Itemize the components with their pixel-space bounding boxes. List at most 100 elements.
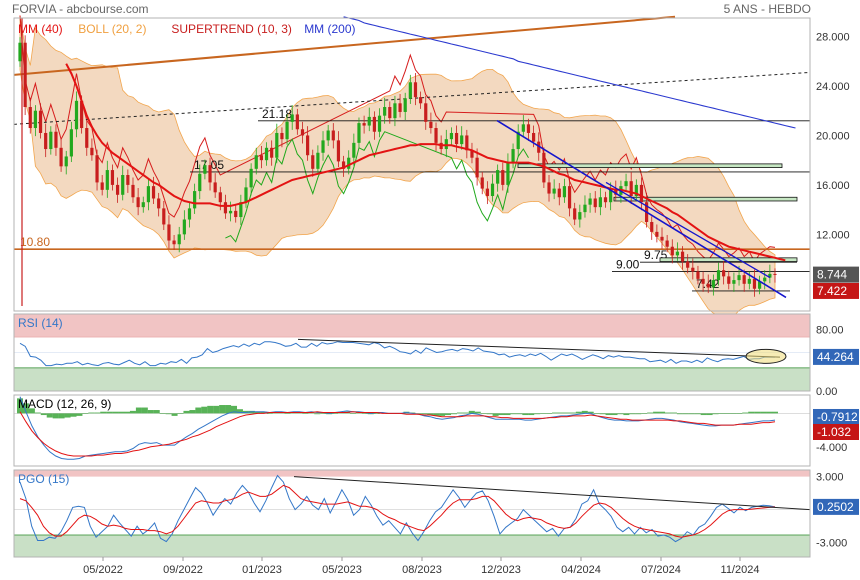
candle-body xyxy=(290,114,294,122)
candle-body xyxy=(208,165,212,183)
support-label: 10.80 xyxy=(20,235,50,249)
macd-histogram-bar xyxy=(254,411,261,414)
candle-body xyxy=(377,115,382,132)
price-panel: 21.1817.059.759.007.4210.8028.00024.0002… xyxy=(13,15,859,317)
candle-body xyxy=(115,184,120,195)
macd-histogram-bar xyxy=(421,413,428,415)
x-tick-label: 01/2023 xyxy=(242,564,282,576)
x-tick-label: 09/2022 xyxy=(163,564,203,576)
legend-entry: MM (200) xyxy=(304,22,355,36)
candle-body xyxy=(280,132,284,140)
candle-body xyxy=(341,161,346,169)
macd-histogram-bar xyxy=(766,411,773,414)
macd-histogram-bar xyxy=(706,413,713,416)
candle-body xyxy=(496,170,500,184)
y-tick-label: 28.000 xyxy=(816,32,850,44)
macd-histogram-bar xyxy=(165,413,172,415)
candle-body xyxy=(367,116,371,126)
resistance-zone xyxy=(613,196,798,202)
candle-body xyxy=(347,157,351,169)
macd-histogram-bar xyxy=(332,413,339,414)
last-close-tag: 8.744 xyxy=(817,268,847,282)
macd-histogram-bar xyxy=(64,413,71,418)
macd-histogram-bar xyxy=(552,412,559,414)
macd-histogram-bar xyxy=(100,411,107,414)
legend-entry: BOLL (20, 2) xyxy=(78,22,146,36)
candle-body xyxy=(74,100,79,130)
macd-histogram-bar xyxy=(112,411,119,414)
macd-frame xyxy=(13,394,811,467)
candle-body xyxy=(768,273,772,278)
candle-body xyxy=(357,123,361,143)
macd-histogram-bar xyxy=(510,413,517,415)
macd-histogram-bar xyxy=(76,413,83,416)
candle-body xyxy=(213,182,217,193)
x-tick-label: 04/2024 xyxy=(561,564,601,576)
candle-body xyxy=(434,128,438,143)
mm40-line xyxy=(65,63,786,262)
macd-histogram-bar xyxy=(70,413,77,417)
candle-body xyxy=(275,132,279,158)
candle-body xyxy=(126,175,130,185)
macd-histogram-bar xyxy=(260,411,267,414)
macd-histogram-bar xyxy=(534,413,541,415)
chart-timeframe: 5 ANS - HEBDO xyxy=(724,2,811,16)
macd-histogram-bar xyxy=(760,411,767,414)
candle-body xyxy=(763,277,767,282)
candle-body xyxy=(752,278,757,289)
macd-histogram-bar xyxy=(236,409,243,414)
candle-body xyxy=(696,271,700,279)
macd-histogram-bar xyxy=(474,411,481,414)
candle-body xyxy=(742,275,746,284)
candle-body xyxy=(737,275,741,281)
macd-histogram-bar xyxy=(450,413,457,415)
macd-histogram-bar xyxy=(34,412,41,414)
macd-line xyxy=(19,396,776,460)
candle-body xyxy=(588,198,592,205)
candle-body xyxy=(85,128,89,148)
candle-body xyxy=(193,191,197,209)
macd-histogram-bar xyxy=(659,411,666,414)
candle-body xyxy=(95,155,99,183)
macd-histogram-bar xyxy=(456,412,463,414)
pgo-trendline xyxy=(293,476,811,511)
rsi-line xyxy=(19,341,775,367)
candle-body xyxy=(516,131,520,150)
candle-body xyxy=(419,97,423,104)
macd-histogram-bar xyxy=(629,413,636,415)
x-tick-label: 12/2023 xyxy=(481,564,521,576)
macd-histogram-bar xyxy=(58,413,65,419)
y-tick-label: 20.000 xyxy=(816,130,850,142)
macd-histogram-bar xyxy=(754,411,761,414)
candle-body xyxy=(131,184,135,198)
macd-histogram-bar xyxy=(623,413,630,416)
macd-histogram-bar xyxy=(676,413,683,415)
descending-trendline-2 xyxy=(605,181,771,279)
candle-body xyxy=(49,131,53,150)
legend-entry: MACD (12, 26, 9) xyxy=(18,397,111,411)
macd-histogram-bar xyxy=(106,411,113,414)
level-label: 9.00 xyxy=(616,257,640,271)
candle-body xyxy=(198,173,202,192)
legend-entry: RSI (14) xyxy=(18,316,63,330)
macd-histogram-bar xyxy=(207,405,214,414)
candle-body xyxy=(177,234,181,245)
macd-signal-line xyxy=(19,411,776,457)
candle-body xyxy=(393,103,397,119)
macd-histogram-bar xyxy=(605,413,612,416)
candle-body xyxy=(69,129,73,157)
macd-histogram-bar xyxy=(415,413,422,414)
macd-histogram-bar xyxy=(314,413,321,415)
supertrend-up-line xyxy=(225,131,529,243)
candle-body xyxy=(100,182,104,190)
macd-histogram-bar xyxy=(439,413,446,416)
macd-histogram-bar xyxy=(611,413,618,416)
candle-body xyxy=(388,107,392,119)
macd-last-tag-bg xyxy=(813,408,859,425)
pgo-upper-zone xyxy=(14,470,810,477)
descending-trendline xyxy=(496,119,787,299)
candle-body xyxy=(578,212,582,220)
candle-body xyxy=(80,100,84,129)
